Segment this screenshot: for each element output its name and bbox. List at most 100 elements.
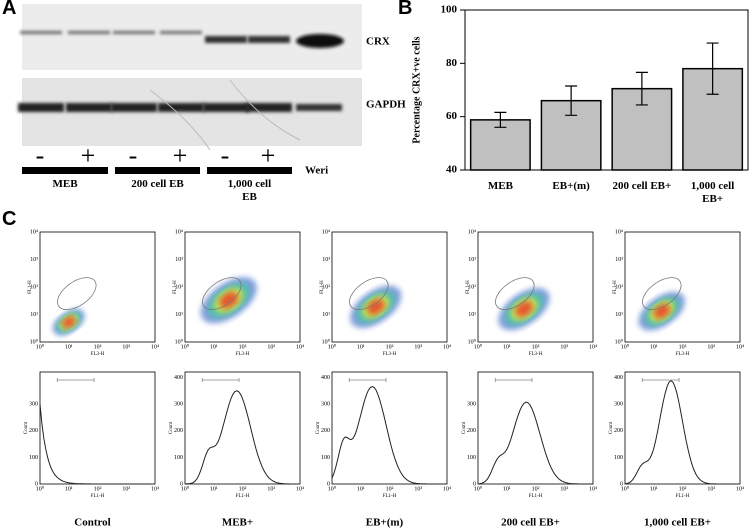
x-axis-label: FL3-H: [236, 352, 250, 357]
y-tick-label: 0: [180, 481, 183, 487]
histogram-curve: [184, 390, 300, 485]
x-tick-label: 10¹: [357, 486, 365, 492]
x-tick-label: 10⁴: [443, 344, 451, 350]
y-tick-label: 10⁴: [175, 229, 183, 235]
group-label: MEB: [52, 178, 78, 190]
error-bar: [565, 85, 578, 116]
y-tick-label: 10⁰: [30, 338, 39, 345]
lane-sign: -: [221, 141, 230, 170]
y-tick-label: 200: [321, 428, 330, 434]
y-tick-label: 300: [467, 402, 476, 408]
y-tick-label: 10⁰: [322, 338, 331, 345]
panel-label: A: [2, 0, 17, 19]
y-tick-label: 0: [473, 481, 476, 487]
x-tick-label: 10²: [532, 344, 540, 350]
x-tick-label: 10¹: [650, 486, 658, 492]
y-tick-label: 0: [620, 481, 623, 487]
x-tick-label: 10²: [532, 486, 540, 492]
y-axis-label: Count: [316, 421, 321, 434]
x-tick-label: 10²: [386, 344, 394, 350]
x-tick-label: 10³: [267, 344, 275, 350]
x-tick-label: 10¹: [503, 344, 511, 350]
band: [111, 103, 157, 112]
x-tick-label: 10³: [122, 486, 130, 492]
band: [248, 36, 290, 43]
y-tick-label: 10¹: [175, 312, 183, 318]
x-tick-label: 10⁰: [474, 485, 483, 492]
y-tick-label: 400: [174, 375, 183, 381]
x-axis-label: FL3-H: [529, 352, 543, 357]
density-cloud: [219, 292, 238, 309]
error-bar: [635, 71, 648, 106]
group-bar: [115, 167, 200, 174]
x-tick-label: 10⁰: [328, 343, 337, 350]
y-tick-label: 10³: [322, 257, 330, 263]
x-tick-label: MEB: [487, 180, 513, 192]
x-tick-label: 10⁰: [474, 343, 483, 350]
y-tick-label: 100: [29, 455, 38, 461]
x-tick-label: 10⁰: [36, 343, 45, 350]
y-tick-label: 10²: [30, 284, 38, 290]
lane-sign: -: [36, 141, 45, 170]
x-tick-label: 10³: [560, 486, 568, 492]
band: [296, 104, 342, 111]
y-tick-label: 10¹: [615, 312, 623, 318]
histogram-frame: [331, 371, 448, 485]
x-tick-label: 200 cell EB+: [612, 180, 672, 192]
density-cloud: [62, 316, 76, 328]
x-tick-label: 10⁴: [296, 344, 304, 350]
y-axis-label: FL1-H: [320, 280, 325, 294]
x-tick-label: 10⁰: [621, 343, 630, 350]
band: [18, 103, 64, 112]
x-tick-label: 10²: [679, 344, 687, 350]
control-label: Weri: [305, 165, 328, 177]
x-tick-label: 1,000 cell EB+: [690, 180, 735, 205]
x-tick-label: 10³: [560, 344, 568, 350]
y-tick-label: 300: [614, 402, 623, 408]
sample-label: MEB+: [222, 517, 253, 529]
gate: [642, 277, 682, 310]
y-tick-label: 10⁰: [175, 338, 184, 345]
histogram-curve: [39, 404, 155, 485]
y-axis-label: Percentage CRX+ve cells: [411, 36, 422, 143]
group-label: 1,000 cell EB: [227, 178, 272, 203]
density-cloud: [367, 299, 385, 315]
band-label: GAPDH: [366, 99, 406, 111]
histogram-curve: [331, 385, 447, 485]
band-label: CRX: [366, 36, 390, 48]
x-tick-label: 10²: [679, 486, 687, 492]
x-axis-label: FL1-H: [383, 494, 397, 499]
y-tick-label: 100: [321, 455, 330, 461]
y-tick-label: 400: [614, 375, 623, 381]
marker-gate: [56, 378, 95, 382]
dot-plot-frame: [477, 231, 594, 343]
y-tick-label: 10⁴: [322, 229, 330, 235]
histogram-frame: [477, 371, 594, 485]
y-axis-label: FL1-H: [173, 280, 178, 294]
x-axis-label: FL1-H: [236, 494, 250, 499]
x-tick-label: 10⁴: [443, 486, 451, 492]
x-axis-label: FL3-H: [676, 352, 690, 357]
y-tick-label: 10³: [615, 257, 623, 263]
band: [246, 103, 292, 112]
y-axis-label: FL1-H: [28, 280, 33, 294]
group-label: 200 cell EB: [131, 178, 184, 190]
x-tick-label: 10²: [386, 486, 394, 492]
y-axis-label: FL1-H: [613, 280, 618, 294]
x-tick-label: 10¹: [65, 344, 73, 350]
x-tick-label: 10⁰: [181, 343, 190, 350]
x-tick-label: 10³: [414, 486, 422, 492]
y-tick-label: 300: [321, 402, 330, 408]
histogram-curve: [624, 380, 740, 485]
y-tick-label: 10⁰: [615, 338, 624, 345]
y-tick-label: 0: [35, 481, 38, 487]
y-tick-label: 100: [174, 455, 183, 461]
y-tick-label: 10¹: [322, 312, 330, 318]
y-axis-label: Count: [24, 421, 29, 434]
x-tick-label: 10³: [122, 344, 130, 350]
y-tick-label: 10¹: [468, 312, 476, 318]
x-axis-label: FL1-H: [529, 494, 543, 499]
x-tick-label: 10¹: [65, 486, 73, 492]
band: [203, 103, 249, 112]
